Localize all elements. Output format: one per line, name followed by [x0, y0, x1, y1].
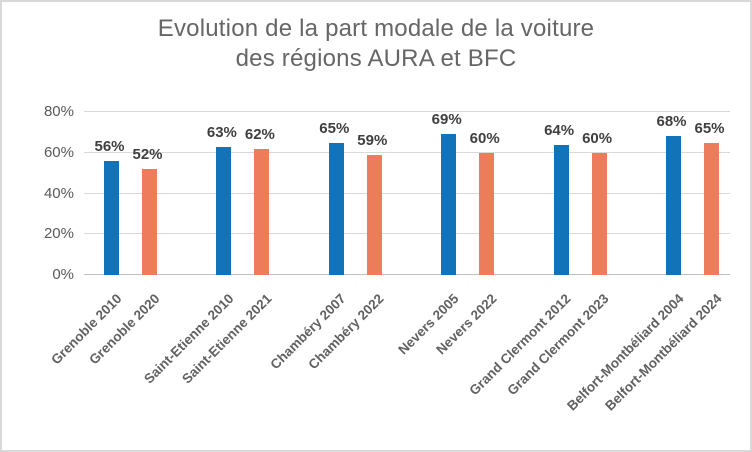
- gridline-40: [84, 192, 730, 194]
- data-label-grand-clermont-2023: 60%: [582, 129, 613, 147]
- bar-chamb-ry-2022: [366, 154, 382, 275]
- gridline-0: [84, 274, 730, 275]
- gridline-80: [84, 111, 730, 112]
- bar-nevers-2005: [441, 134, 457, 275]
- data-label-grand-clermont-2012: 64%: [544, 121, 575, 139]
- chart-title: Evolution de la part modale de la voitur…: [2, 14, 750, 74]
- data-label-saint-etienne-2021: 62%: [244, 125, 275, 143]
- bar-grand-clermont-2023: [591, 152, 607, 275]
- chart-title-line2: des régions AURA et BFC: [235, 45, 517, 72]
- gridline-60: [84, 151, 730, 153]
- y-axis-tick-0: 0%: [52, 266, 74, 283]
- bar-saint-etienne-2010: [216, 146, 232, 275]
- y-axis-tick-60: 60%: [43, 143, 74, 161]
- chart-title-line1: Evolution de la part modale de la voitur…: [157, 15, 595, 42]
- y-axis-tick-40: 40%: [43, 184, 74, 202]
- bar-grenoble-2020: [142, 169, 157, 275]
- data-label-belfort-montb-liard-2024: 65%: [694, 119, 725, 137]
- data-label-grenoble-2020: 52%: [132, 146, 163, 164]
- y-axis-tick-80: 80%: [43, 103, 74, 120]
- gridline-20: [84, 233, 730, 235]
- bar-grenoble-2010: [104, 160, 119, 275]
- x-axis-label-grenoble-2020: Grenoble 2020: [85, 291, 163, 368]
- plot-area: 56% 52% 63% 62% 65% 59% 69% 60% 64% 60% 68% 65%: [84, 111, 730, 275]
- bar-saint-etienne-2021: [254, 148, 270, 275]
- bar-belfort-montb-liard-2024: [704, 142, 719, 275]
- bar-nevers-2022: [479, 152, 495, 275]
- data-label-belfort-montb-liard-2004: 68%: [656, 113, 687, 131]
- bar-grand-clermont-2012: [553, 144, 569, 275]
- data-label-chamb-ry-2022: 59%: [357, 131, 388, 149]
- bar-chamb-ry-2007: [328, 142, 344, 275]
- data-label-saint-etienne-2010: 63%: [206, 123, 237, 141]
- data-label-grenoble-2010: 56%: [94, 137, 125, 155]
- data-label-chamb-ry-2007: 65%: [319, 119, 350, 137]
- bar-belfort-montb-liard-2004: [666, 136, 681, 275]
- y-axis-tick-20: 20%: [43, 225, 74, 243]
- data-label-nevers-2005: 69%: [431, 111, 462, 129]
- data-label-nevers-2022: 60%: [469, 129, 500, 147]
